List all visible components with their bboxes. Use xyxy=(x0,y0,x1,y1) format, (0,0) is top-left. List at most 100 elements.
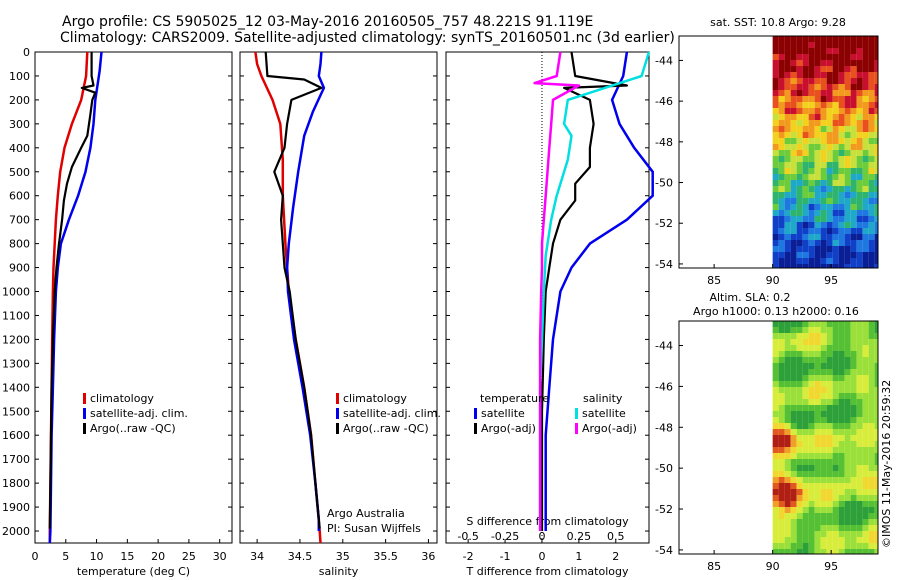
heatmap-cell xyxy=(796,411,803,417)
heatmap-cell xyxy=(862,126,869,132)
heatmap-cell xyxy=(820,108,827,114)
heatmap-cell xyxy=(784,132,791,138)
heatmap-cell xyxy=(874,405,878,411)
heatmap-cell xyxy=(844,132,851,138)
heatmap-cell xyxy=(790,507,797,513)
heatmap-cell xyxy=(802,345,809,351)
heatmap-cell xyxy=(868,252,875,258)
heatmap-cell xyxy=(814,411,821,417)
heatmap-cell xyxy=(826,234,833,240)
y-tick-label: 700 xyxy=(9,214,30,227)
heatmap-cell xyxy=(790,96,797,102)
heatmap-cell xyxy=(868,126,875,132)
heatmap-cell xyxy=(874,114,878,120)
heatmap-cell xyxy=(862,48,869,54)
heatmap-cell xyxy=(808,435,815,441)
heatmap-cell xyxy=(814,198,821,204)
legend-diff-label: Argo(-adj) xyxy=(481,422,536,435)
heatmap-cell xyxy=(784,78,791,84)
heatmap-cell xyxy=(868,36,875,42)
heatmap-cell xyxy=(820,411,827,417)
map-x-tick-label: 95 xyxy=(824,274,838,287)
heatmap-cell xyxy=(838,393,845,399)
heatmap-cell xyxy=(814,138,821,144)
x-tick-label: 35.5 xyxy=(373,550,398,563)
heatmap-cell xyxy=(796,363,803,369)
heatmap-cell xyxy=(820,120,827,126)
heatmap-cell xyxy=(826,186,833,192)
heatmap-cell xyxy=(862,66,869,72)
heatmap-cell xyxy=(868,84,875,90)
heatmap-cell xyxy=(802,363,809,369)
heatmap-cell xyxy=(820,78,827,84)
x2-tick-label: 0.25 xyxy=(567,530,592,543)
heatmap-cell xyxy=(826,447,833,453)
heatmap-cell xyxy=(772,96,779,102)
heatmap-cell xyxy=(850,102,857,108)
plot-frame-temperature xyxy=(34,51,233,544)
heatmap-cell xyxy=(784,222,791,228)
legend-diff-swatch xyxy=(474,408,477,419)
heatmap-cell xyxy=(790,483,797,489)
heatmap-cell xyxy=(838,519,845,525)
heatmap-cell xyxy=(802,258,809,264)
heatmap-cell xyxy=(850,192,857,198)
heatmap-cell xyxy=(862,411,869,417)
heatmap-cell xyxy=(826,72,833,78)
heatmap-cell xyxy=(856,210,863,216)
heatmap-cell xyxy=(772,339,779,345)
heatmap-cell xyxy=(772,453,779,459)
heatmap-cell xyxy=(862,357,869,363)
heatmap-cell xyxy=(832,453,839,459)
heatmap-cell xyxy=(802,423,809,429)
heatmap-cell xyxy=(820,339,827,345)
heatmap-cell xyxy=(796,327,803,333)
heatmap-cell xyxy=(856,489,863,495)
heatmap-cell xyxy=(862,240,869,246)
heatmap-cell xyxy=(784,519,791,525)
heatmap-cell xyxy=(838,489,845,495)
heatmap-cell xyxy=(856,102,863,108)
heatmap-cell xyxy=(868,429,875,435)
heatmap-cell xyxy=(808,192,815,198)
heatmap-cell xyxy=(784,363,791,369)
heatmap-cell xyxy=(856,393,863,399)
heatmap-cell xyxy=(808,60,815,66)
heatmap-cell xyxy=(790,537,797,543)
heatmap-cell xyxy=(850,90,857,96)
heatmap-cell xyxy=(856,321,863,327)
heatmap-cell xyxy=(814,387,821,393)
heatmap-cell xyxy=(826,108,833,114)
heatmap-cell xyxy=(778,549,785,554)
heatmap-cell xyxy=(814,36,821,42)
heatmap-cell xyxy=(808,240,815,246)
heatmap-cell xyxy=(784,60,791,66)
heatmap-cell xyxy=(820,549,827,554)
heatmap-cell xyxy=(802,228,809,234)
heatmap-cell xyxy=(838,114,845,120)
heatmap-cell xyxy=(868,465,875,471)
heatmap-cell xyxy=(784,501,791,507)
heatmap-cell xyxy=(790,501,797,507)
heatmap-cell xyxy=(832,363,839,369)
heatmap-cell xyxy=(778,264,785,268)
heatmap-cell xyxy=(778,369,785,375)
heatmap-cell xyxy=(832,513,839,519)
heatmap-cell xyxy=(772,489,779,495)
chart-title-line1: Argo profile: CS 5905025_12 03-May-2016 … xyxy=(62,14,594,30)
heatmap-cell xyxy=(862,495,869,501)
heatmap-cell xyxy=(808,447,815,453)
heatmap-cell xyxy=(862,114,869,120)
heatmap-cell xyxy=(802,168,809,174)
legend-diff-label: satellite xyxy=(481,407,525,420)
heatmap-cell xyxy=(778,228,785,234)
heatmap-cell xyxy=(844,507,851,513)
heatmap-cell xyxy=(838,96,845,102)
heatmap-cell xyxy=(778,519,785,525)
heatmap-cell xyxy=(874,471,878,477)
x-tick-label: 34 xyxy=(250,550,264,563)
heatmap-cell xyxy=(862,339,869,345)
heatmap-cell xyxy=(814,351,821,357)
heatmap-cell xyxy=(826,423,833,429)
heatmap-cell xyxy=(850,429,857,435)
